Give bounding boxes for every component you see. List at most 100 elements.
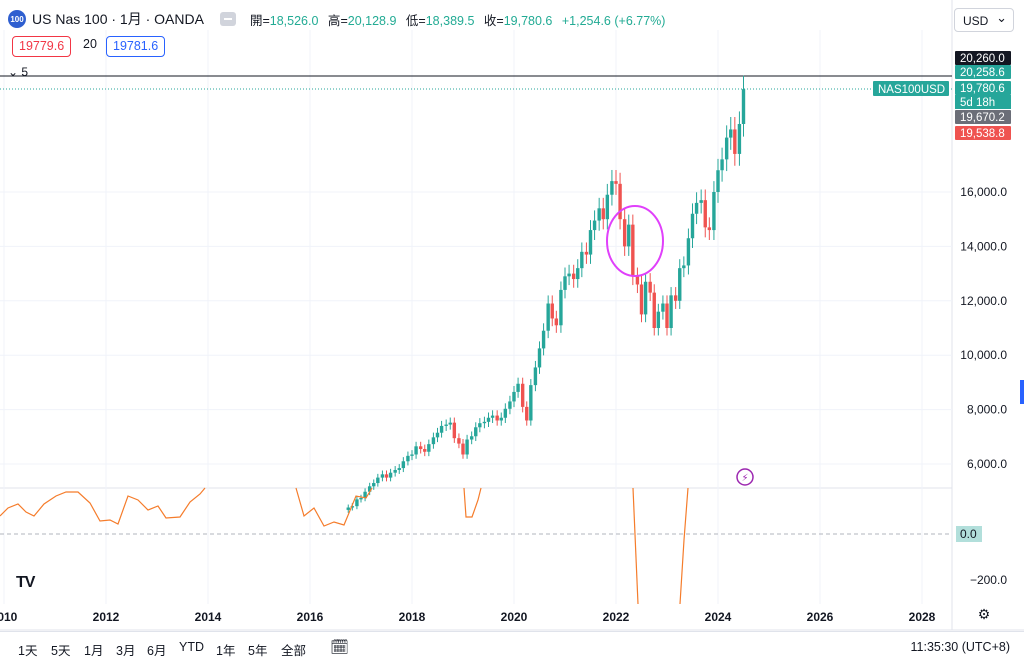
spread-value: 20 — [83, 37, 97, 51]
range-5d[interactable]: 5天 — [51, 644, 71, 658]
settings-icon[interactable]: ⚙ — [977, 606, 991, 622]
candle-body — [363, 491, 367, 498]
indicator-length[interactable]: ⌄ 5 — [8, 65, 29, 79]
candle-body — [622, 219, 627, 247]
candle-body — [610, 181, 614, 195]
tag-line-price: 20,260.0 — [960, 53, 1005, 65]
x-tick-label: 2012 — [93, 610, 120, 624]
price-tick-label: 16,000.0 — [960, 185, 1007, 199]
annotation-circle — [606, 205, 664, 277]
ohlc-values: 開=18,526.0 高=20,128.9 低=18,389.5 收=19,78… — [249, 13, 666, 28]
candle-body — [503, 408, 508, 418]
candle-body — [571, 273, 576, 280]
candle-body — [686, 238, 691, 266]
candle-body — [699, 200, 703, 203]
candle-body — [541, 330, 546, 349]
symbol-title[interactable]: US Nas 100 · 1月 · OANDA — [32, 11, 204, 27]
range-1d[interactable]: 1天 — [18, 644, 38, 658]
symbol-logo: 100 — [8, 10, 26, 28]
candle-body — [682, 265, 686, 269]
candle-body — [444, 424, 448, 426]
candle-body — [448, 422, 452, 425]
tag-high-bg — [955, 65, 1011, 79]
tag-countdown: 5d 18h — [960, 97, 995, 109]
range-3m[interactable]: 3月 — [116, 644, 136, 658]
currency-select[interactable]: USD — [954, 6, 1014, 32]
candle-body — [729, 129, 733, 138]
candle-body — [550, 303, 554, 319]
scroll-handle[interactable] — [1020, 380, 1024, 404]
x-tick-label: 2016 — [297, 610, 324, 624]
symbol-tag: NAS100USD — [878, 84, 945, 96]
x-tick-label: 2024 — [705, 610, 732, 624]
candle-body — [482, 421, 487, 424]
candle-body — [512, 391, 516, 402]
candle-body — [678, 268, 682, 301]
candle-body — [461, 443, 465, 455]
candle-body — [673, 295, 678, 301]
ask-button[interactable]: 19781.6 — [106, 36, 166, 57]
candle-body — [427, 444, 431, 452]
candle-body — [495, 415, 499, 421]
candle-body — [359, 498, 363, 500]
candle-body — [410, 454, 414, 456]
candle-body — [652, 292, 656, 328]
candle-body — [465, 439, 469, 455]
tag-red: 19,538.8 — [960, 128, 1005, 140]
tag-line-price-bg — [955, 51, 1011, 65]
candle-body — [712, 192, 716, 231]
oscillator-line-a — [0, 487, 206, 525]
oscillator-line-d — [632, 487, 639, 605]
candle-body — [401, 461, 406, 469]
candle-body — [439, 425, 444, 433]
candle-body — [478, 423, 482, 428]
price-tick-label: 12,000.0 — [960, 294, 1007, 308]
candle-body — [588, 230, 593, 255]
candle-body — [367, 486, 372, 492]
candle-body — [474, 427, 478, 437]
range-all[interactable]: 全部 — [281, 644, 307, 658]
candle-body — [554, 318, 559, 326]
x-tick-label: 2010 — [0, 610, 18, 624]
tag-gray-bg — [955, 110, 1011, 124]
candle-body — [597, 208, 601, 221]
close-label: 收 — [483, 13, 497, 28]
candle-body — [627, 224, 631, 247]
range-1y[interactable]: 1年 — [216, 644, 236, 658]
candle-body — [393, 469, 397, 473]
eye-icon[interactable] — [219, 12, 236, 26]
candles — [346, 75, 746, 513]
lightning-glyph: ⚡ — [741, 473, 748, 484]
oscillator-line-c — [463, 487, 482, 518]
candle-body — [423, 449, 427, 452]
candle-body — [418, 446, 423, 450]
candle-body — [716, 170, 720, 192]
bid-button[interactable]: 19779.6 — [12, 36, 72, 57]
candle-body — [435, 432, 440, 438]
candle-body — [601, 208, 605, 220]
range-5y[interactable]: 5年 — [248, 644, 268, 658]
tag-gray: 19,670.2 — [960, 112, 1005, 124]
candle-body — [406, 455, 410, 462]
candle-body — [643, 281, 648, 315]
high-value: 20,128.9 — [347, 13, 397, 28]
clock-time[interactable]: 11:35:30 (UTC+8) — [910, 640, 1010, 654]
low-label: 低 — [405, 13, 419, 28]
candle-body — [576, 268, 580, 280]
candle-body — [376, 477, 380, 484]
price-tick-label: 6,000.0 — [967, 457, 1007, 471]
oscillator-line-b — [295, 487, 373, 527]
range-6m[interactable]: 6月 — [147, 644, 167, 658]
candle-body — [508, 401, 512, 409]
candle-body — [490, 415, 495, 418]
candle-body — [580, 251, 584, 269]
x-tick-label: 2026 — [807, 610, 834, 624]
candle-body — [737, 124, 742, 154]
range-1m[interactable]: 1月 — [84, 644, 104, 658]
x-tick-label: 2018 — [399, 610, 426, 624]
calendar-range-icon[interactable]: 🗓 — [330, 639, 350, 656]
candle-body — [584, 251, 589, 255]
tag-last: 19,780.6 — [960, 83, 1005, 95]
range-ytd[interactable]: YTD — [179, 640, 204, 654]
